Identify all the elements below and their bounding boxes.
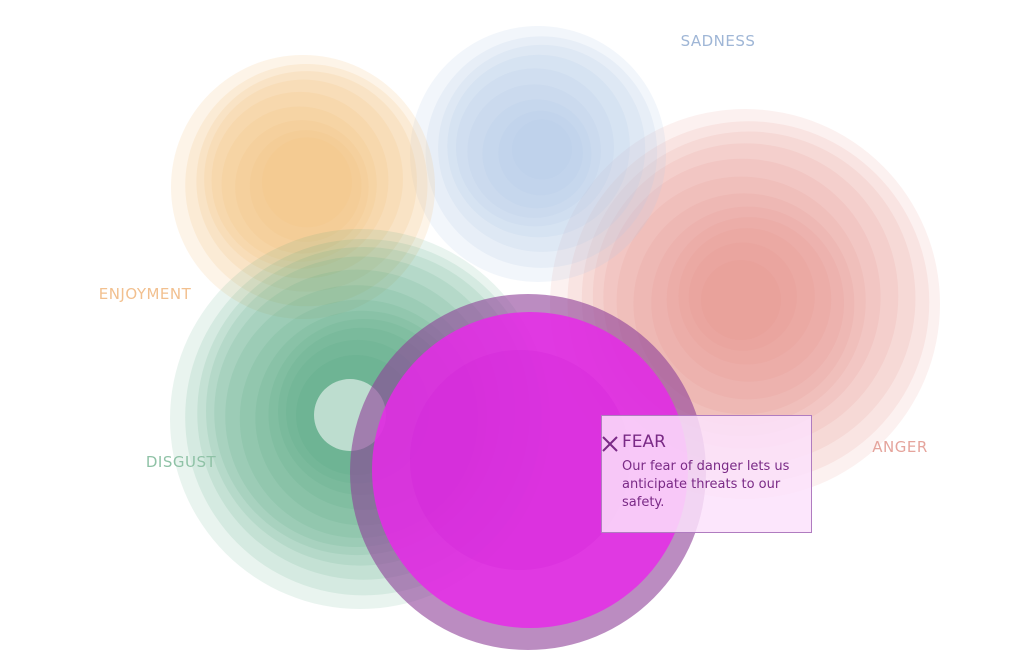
enjoyment-label[interactable]: ENJOYMENT [98,285,192,303]
sadness-circle [498,110,583,196]
sadness-circle [438,44,646,252]
sadness-circle [511,119,572,180]
close-button[interactable] [602,436,618,452]
close-icon [602,436,618,452]
enjoyment-circle [261,137,352,228]
fear-circle [372,312,688,628]
sadness-circle [425,36,658,268]
tooltip: FEAR Our fear of danger lets us anticipa… [601,415,812,533]
enjoyment-circle [221,106,377,262]
enjoyment-circle [235,120,369,254]
anger-circle [701,260,782,341]
anger-circle [616,176,866,426]
anger-circle [603,158,881,437]
anger-circle [651,206,844,400]
enjoyment-circle [249,130,362,242]
tooltip-title: FEAR [622,432,666,452]
anger-circle [633,193,855,415]
sadness-circle [482,99,592,209]
anger-circle [688,242,797,351]
anger-circle [678,228,815,365]
sadness-circle [455,68,614,227]
sadness-circle [467,84,601,218]
enjoyment-circle [204,79,403,279]
anger-label[interactable]: ANGER [872,438,928,456]
enjoyment-circle [171,55,435,319]
sadness-label[interactable]: SADNESS [680,32,756,50]
tooltip-text: Our fear of danger lets us anticipate th… [622,459,790,510]
anger-circle [666,217,832,382]
disgust-label[interactable]: DISGUST [145,453,217,471]
enjoyment-circle [196,71,417,292]
enjoyment-circle [185,64,428,307]
sadness-circle [410,26,666,282]
sadness-circle [447,54,630,238]
fear-inner [410,350,630,570]
enjoyment-circle [211,91,389,269]
